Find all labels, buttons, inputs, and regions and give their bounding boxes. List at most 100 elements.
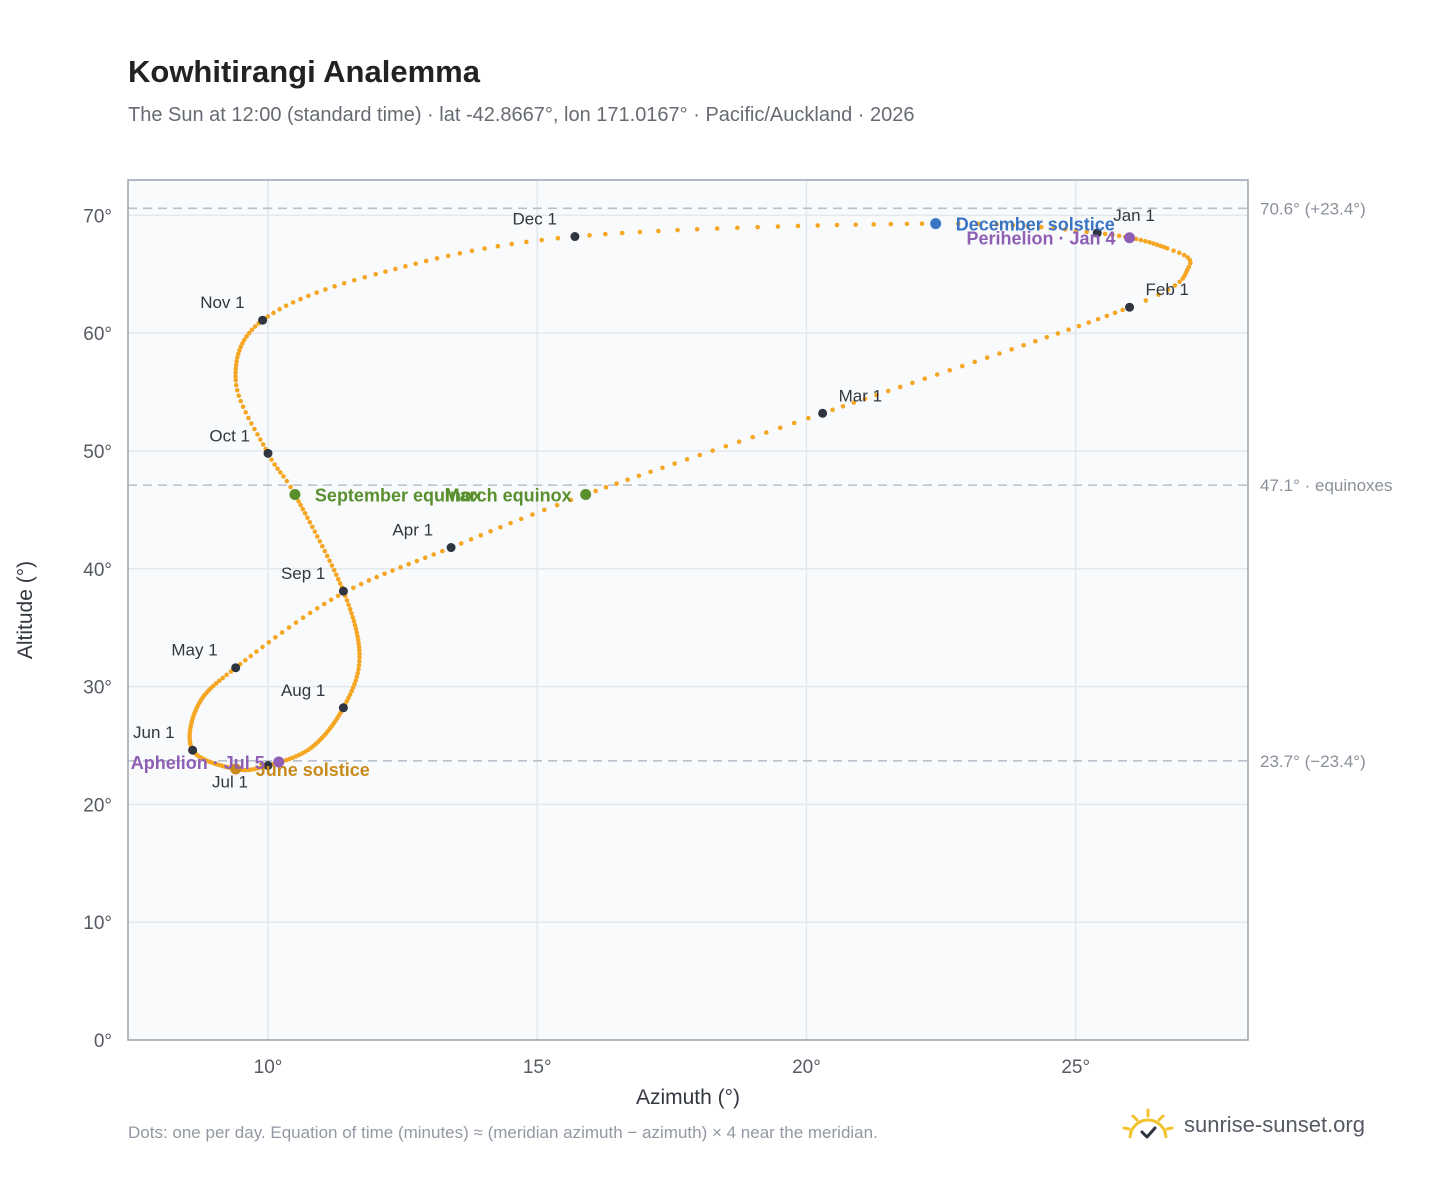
daily-sun-dot xyxy=(1062,227,1068,232)
daily-sun-dot xyxy=(469,248,475,254)
daily-sun-dot xyxy=(382,571,387,577)
daily-sun-dot xyxy=(335,576,341,582)
y-tick-label: 60° xyxy=(83,324,112,345)
daily-sun-dot xyxy=(346,602,351,608)
reference-lines: 70.6° (+23.4°) 47.1° · equinoxes 23.7° (−2… xyxy=(128,199,1393,771)
daily-sun-dot xyxy=(233,382,239,388)
daily-sun-dot xyxy=(288,484,293,490)
daily-sun-dot xyxy=(714,226,720,231)
x-tick-label: 20° xyxy=(792,1057,821,1078)
month-marker-dot xyxy=(446,543,456,553)
daily-sun-dot xyxy=(976,221,981,227)
daily-sun-dot xyxy=(1165,287,1171,292)
daily-sun-dot xyxy=(403,264,408,269)
month-marker-dot xyxy=(1125,302,1135,312)
plot-frame xyxy=(127,179,1249,1041)
daily-sun-dot xyxy=(457,251,463,256)
event-marker-label: June solstice xyxy=(256,760,370,780)
daily-sun-dot xyxy=(357,654,362,660)
daily-sun-dot xyxy=(458,541,464,546)
y-tick-label: 30° xyxy=(83,678,112,699)
brand-logo[interactable]: sunrise-sunset.org xyxy=(1122,1100,1365,1150)
daily-sun-dot xyxy=(252,324,258,329)
daily-sun-dot xyxy=(697,452,703,458)
daily-sun-dot xyxy=(736,439,742,445)
daily-sun-dot xyxy=(366,578,372,583)
daily-sun-dot xyxy=(637,229,643,235)
daily-sun-dot xyxy=(603,231,608,237)
daily-sun-dot xyxy=(393,266,398,272)
daily-sun-dot xyxy=(919,221,925,227)
daily-sun-dot xyxy=(1138,237,1144,243)
daily-sun-dot xyxy=(321,601,327,607)
daily-sun-dot xyxy=(997,351,1002,356)
daily-sun-dot xyxy=(356,662,362,668)
daily-sun-dot xyxy=(871,222,877,227)
month-marker-dot xyxy=(258,315,268,325)
daily-sun-dot xyxy=(238,344,244,350)
x-tick-label: 10° xyxy=(254,1057,283,1078)
daily-sun-dot xyxy=(530,512,535,517)
daily-sun-dot xyxy=(619,230,625,236)
daily-sun-dot xyxy=(568,497,574,503)
daily-sun-dot xyxy=(834,222,840,228)
daily-sun-dot xyxy=(355,670,361,676)
daily-sun-dot xyxy=(434,256,440,261)
daily-sun-dot xyxy=(853,222,859,227)
daily-sun-dot xyxy=(422,555,428,561)
event-marker-dot xyxy=(273,756,285,768)
event-marker-label: September equinox xyxy=(315,486,482,506)
daily-sun-dot xyxy=(322,548,328,554)
daily-sun-dot xyxy=(1076,323,1082,329)
daily-sun-dot xyxy=(413,261,418,266)
daily-sun-dot xyxy=(1021,342,1026,348)
daily-sun-dot xyxy=(1181,252,1187,258)
daily-sun-dot xyxy=(959,363,965,369)
daily-sun-dot xyxy=(1180,276,1186,281)
daily-sun-dot xyxy=(354,674,360,680)
daily-sun-dot xyxy=(233,366,239,372)
daily-sun-dot xyxy=(260,644,265,650)
daily-sun-dot xyxy=(298,502,303,508)
daily-sun-dot xyxy=(764,430,769,435)
daily-sun-dot xyxy=(314,290,319,295)
daily-sun-dot xyxy=(243,657,248,663)
month-marker-dot xyxy=(231,663,241,673)
daily-sun-dot xyxy=(593,488,598,494)
daily-sun-dot xyxy=(888,221,894,227)
daily-sun-dot xyxy=(423,258,429,264)
daily-sun-dot xyxy=(947,368,953,373)
daily-sun-dot xyxy=(234,388,240,393)
month-marker-label: Feb 1 xyxy=(1146,280,1189,299)
daily-sun-dot xyxy=(249,327,255,333)
daily-sun-dot xyxy=(271,310,276,316)
daily-sun-dot xyxy=(255,432,260,437)
reference-line-label: 47.1° · equinoxes xyxy=(1260,476,1393,495)
daily-sun-dot xyxy=(1171,248,1176,253)
daily-sun-dot xyxy=(1116,233,1122,239)
x-tick-label: 15° xyxy=(523,1057,552,1078)
daily-sun-dot xyxy=(260,442,266,447)
month-marker-dot xyxy=(263,761,273,771)
month-marker-label: Nov 1 xyxy=(200,293,244,312)
daily-sun-dot xyxy=(306,293,311,299)
daily-sun-dot xyxy=(694,226,700,232)
daily-sun-dot xyxy=(224,672,229,678)
daily-sun-dot xyxy=(1112,310,1118,316)
daily-sun-dot xyxy=(648,469,653,475)
daily-sun-dot xyxy=(328,597,334,603)
daily-sun-dot xyxy=(398,565,403,570)
daily-sun-dot xyxy=(351,618,357,624)
daily-sun-dot xyxy=(922,376,928,381)
month-marker-label: Jul 1 xyxy=(212,773,248,792)
daily-sun-dot xyxy=(830,407,835,413)
daily-sun-dot xyxy=(335,593,341,599)
month-marker-label: Jan 1 xyxy=(1113,206,1155,225)
daily-sun-dot xyxy=(329,563,335,568)
daily-sun-dot xyxy=(775,224,781,229)
daily-sun-dot xyxy=(1055,331,1061,336)
daily-sun-dot xyxy=(237,348,242,353)
daily-sun-dot xyxy=(275,466,280,471)
daily-sun-dot xyxy=(356,641,361,646)
